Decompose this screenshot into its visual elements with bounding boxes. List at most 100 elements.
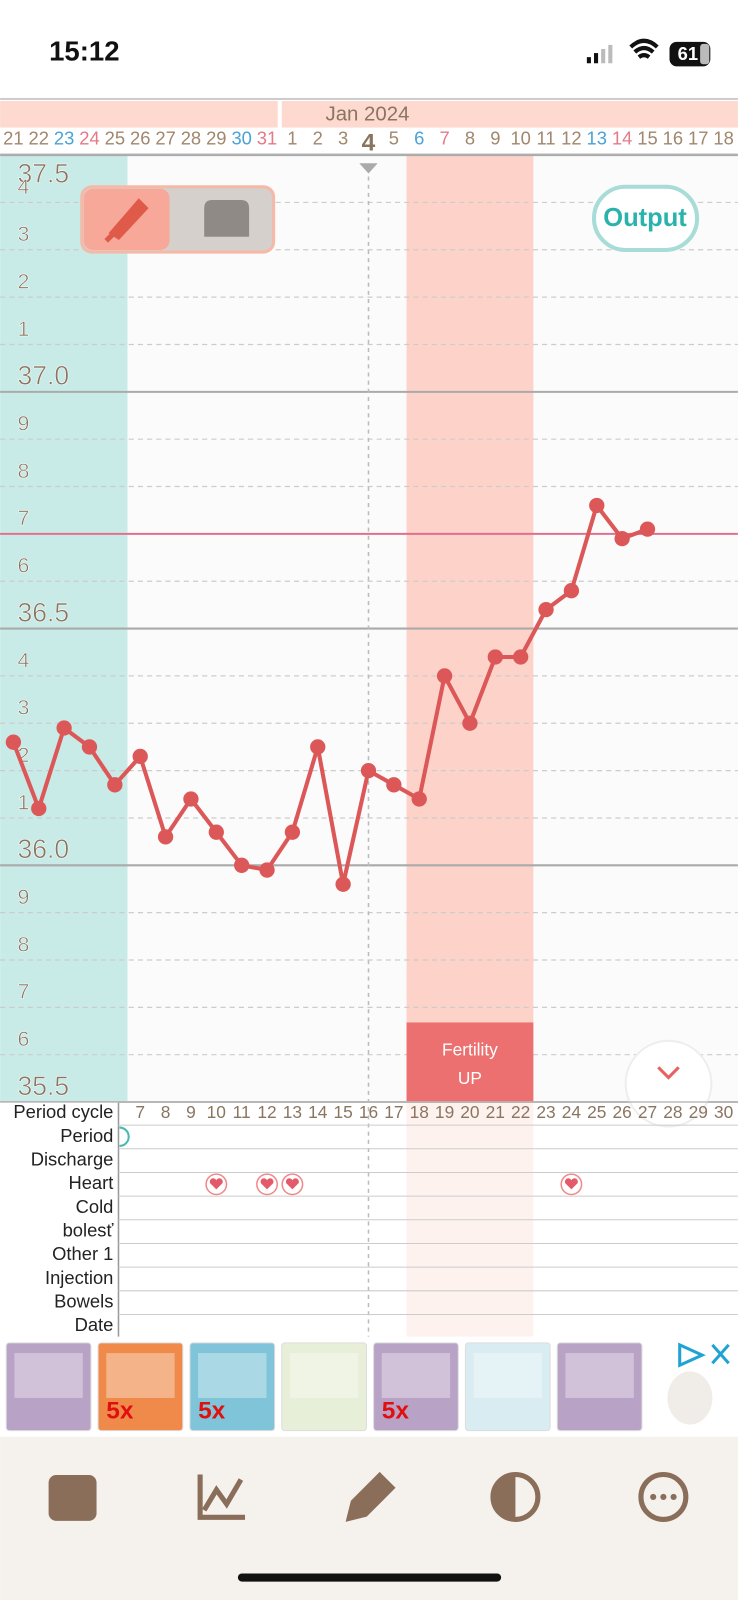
date-label: 1: [287, 128, 297, 149]
ad-thumbnail-inner: [565, 1353, 634, 1398]
chevron: [657, 1066, 680, 1080]
status-time: 15:12: [49, 35, 119, 66]
cycle-day: 12: [257, 1102, 276, 1122]
period-mark: [119, 1126, 130, 1147]
date-label: 3: [338, 128, 348, 149]
y-tick-label: 8: [17, 932, 29, 956]
nav-chart[interactable]: [197, 1474, 246, 1520]
temperature-point: [31, 800, 47, 817]
row-label: Heart: [68, 1172, 113, 1193]
row-label: Injection: [45, 1267, 113, 1288]
temperature-point: [538, 601, 554, 618]
nav-more[interactable]: [638, 1471, 689, 1522]
date-label: 14: [612, 128, 632, 149]
cycle-day: 11: [233, 1102, 251, 1122]
cycle-day: 15: [333, 1102, 352, 1122]
dot: [660, 1493, 667, 1500]
date-label: 5: [389, 128, 399, 149]
cycle-day: 19: [435, 1102, 454, 1122]
ad-thumbnail: [189, 1342, 276, 1432]
date-label: 21: [3, 128, 23, 149]
y-tick-label: 3: [17, 222, 29, 246]
y-tick-label: 37.5: [17, 159, 69, 189]
row-label: Date: [75, 1314, 114, 1335]
temperature-point: [639, 521, 656, 537]
temperature-point: [487, 649, 503, 665]
date-label: 15: [637, 128, 657, 149]
cycle-day: 24: [562, 1102, 582, 1122]
date-label: 10: [510, 128, 530, 149]
y-tick-label: 6: [17, 1027, 29, 1051]
cycle-day: 10: [207, 1102, 226, 1122]
output-label[interactable]: Output: [603, 204, 687, 232]
nav-calendar[interactable]: [48, 1475, 97, 1521]
y-tick-label: 2: [17, 270, 29, 294]
temperature-point: [614, 530, 630, 547]
temperature-point: [513, 649, 529, 665]
month-band: [0, 101, 738, 128]
row-label: bolesť: [63, 1219, 115, 1240]
nav-edit[interactable]: [345, 1471, 396, 1522]
temperature-point: [563, 583, 580, 599]
fertile-badge: [406, 1022, 534, 1103]
cycle-day: 27: [638, 1102, 657, 1122]
ad-thumbnail: [464, 1342, 551, 1432]
date-label: 4: [362, 129, 376, 156]
dot: [670, 1493, 677, 1500]
ad-close[interactable]: [711, 1343, 730, 1365]
fertile-label: Fertility: [442, 1040, 498, 1060]
date-label: 31: [257, 128, 277, 149]
date-label: 26: [130, 128, 150, 149]
ad-thumbnail: [556, 1342, 643, 1432]
temperature-point: [462, 715, 478, 731]
temperature-point: [208, 824, 224, 840]
date-label: 30: [231, 128, 251, 149]
cycle-day: 18: [410, 1102, 429, 1122]
ad-thumbnail-inner: [289, 1353, 359, 1398]
nav-cycle-half: [492, 1474, 516, 1520]
date-label: 28: [181, 128, 201, 149]
date-label: 8: [465, 128, 475, 149]
date-label: 29: [206, 128, 226, 149]
y-tick-label: 8: [17, 459, 29, 483]
ad-thumbnail: [5, 1342, 92, 1432]
battery-empty: [700, 43, 710, 65]
temperature-point: [411, 791, 427, 807]
cycle-day: 16: [359, 1102, 378, 1122]
cycle-day: 30: [714, 1102, 733, 1122]
y-tick-label: 1: [17, 790, 29, 814]
temperature-point: [81, 739, 98, 755]
cycle-day: 25: [587, 1102, 606, 1122]
month-label: Jan 2024: [326, 104, 410, 126]
temperature-point: [157, 829, 174, 845]
today-marker: [359, 163, 378, 174]
y-tick-label: 7: [17, 506, 29, 530]
date-label: 9: [490, 128, 500, 149]
cycle-day: 8: [161, 1102, 171, 1122]
dot: [650, 1493, 657, 1500]
nav-bar: [0, 1436, 738, 1600]
scale-icon: [204, 200, 250, 237]
ad-choices[interactable]: [678, 1342, 706, 1368]
temperature-point: [234, 857, 250, 873]
heart-icon: [285, 1178, 299, 1190]
cycle-day: 14: [308, 1102, 328, 1122]
y-tick-label: 9: [17, 412, 29, 436]
cycle-day: 22: [511, 1102, 530, 1122]
temperature-point: [284, 824, 301, 840]
collapse-button[interactable]: [624, 1039, 713, 1128]
y-tick-label: 9: [17, 885, 29, 909]
temperature-point: [436, 668, 453, 684]
date-label: 11: [537, 128, 556, 149]
cycle-day: 20: [460, 1102, 479, 1122]
cycle-day: 21: [486, 1102, 505, 1122]
thermometer-icon: [104, 198, 149, 243]
output-button[interactable]: [591, 184, 700, 253]
y-tick-label: 1: [17, 317, 29, 341]
y-tick-label: 6: [17, 554, 29, 578]
temperature-point: [310, 739, 326, 755]
cycle-day: 26: [612, 1102, 631, 1122]
fertile-label: UP: [458, 1068, 482, 1088]
y-tick-label: 3: [17, 696, 29, 720]
y-tick-label: 36.5: [17, 597, 69, 627]
